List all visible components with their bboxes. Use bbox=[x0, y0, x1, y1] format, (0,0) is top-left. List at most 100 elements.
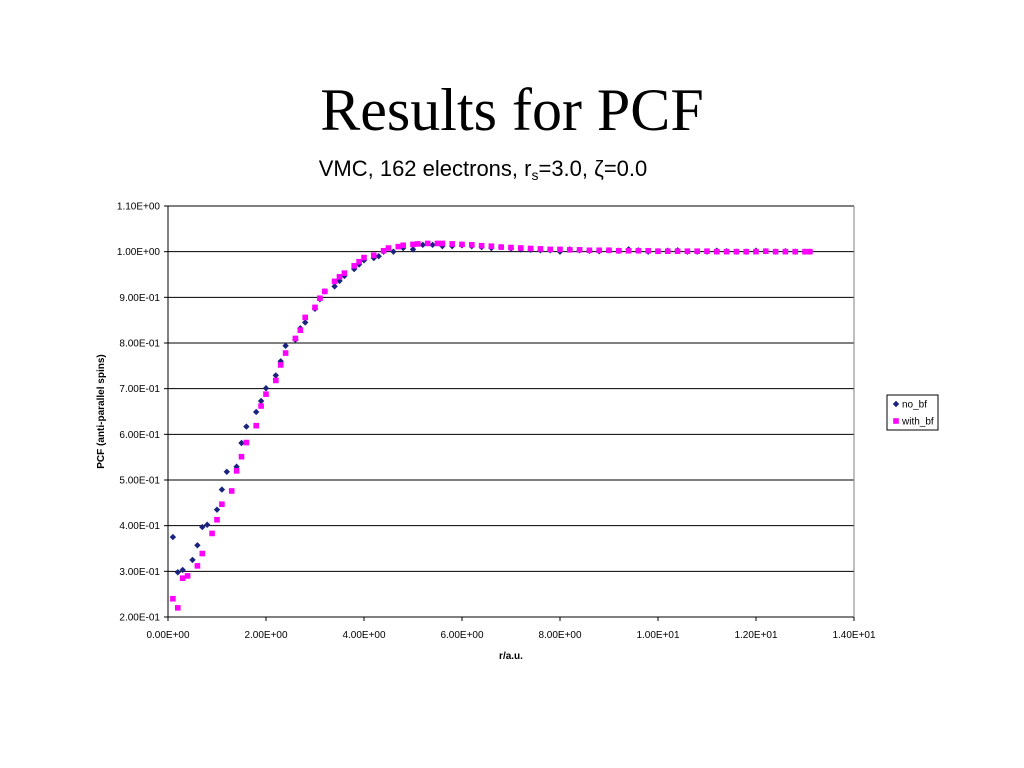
point-no-bf-9 bbox=[223, 468, 230, 475]
point-no-bf-1 bbox=[174, 569, 181, 576]
point-with-bf-58 bbox=[616, 247, 622, 254]
point-no-bf-38 bbox=[429, 241, 436, 249]
y-tick-label-3: 5.00E-01 bbox=[119, 476, 160, 487]
point-no-bf-34 bbox=[390, 248, 397, 255]
point-with-bf-30 bbox=[361, 254, 367, 261]
point-with-bf-33 bbox=[385, 245, 392, 251]
data-series bbox=[169, 240, 814, 611]
point-with-bf-24 bbox=[322, 288, 328, 295]
legend-marker-no-bf bbox=[892, 400, 900, 408]
point-with-bf-51 bbox=[547, 246, 553, 253]
x-tick-labels: 0.00E+00 2.00E+00 4.00E+00 6.00E+00 8.00E+00… bbox=[146, 617, 876, 641]
point-with-bf-39 bbox=[434, 240, 441, 247]
point-with-bf-26 bbox=[336, 273, 343, 280]
legend-marker-with-bf bbox=[893, 418, 899, 424]
point-no-bf-13 bbox=[253, 408, 260, 416]
x-tick-label-3: 6.00E+00 bbox=[440, 630, 484, 641]
point-with-bf-31 bbox=[371, 252, 377, 259]
point-with-bf-73 bbox=[763, 248, 769, 255]
point-with-bf-27 bbox=[341, 270, 348, 276]
point-with-bf-40 bbox=[439, 240, 446, 247]
point-with-bf-4 bbox=[194, 563, 201, 569]
point-with-bf-60 bbox=[635, 247, 642, 254]
point-no-bf-12 bbox=[243, 423, 250, 430]
point-with-bf-8 bbox=[219, 501, 225, 508]
y-tick-label-5: 7.00E-01 bbox=[119, 384, 160, 395]
point-with-bf-52 bbox=[557, 246, 563, 253]
point-with-bf-76 bbox=[792, 248, 798, 255]
point-with-bf-23 bbox=[317, 295, 323, 302]
y-tick-label-8: 1.00E+00 bbox=[117, 247, 161, 258]
point-with-bf-67 bbox=[704, 248, 710, 255]
point-with-bf-18 bbox=[282, 350, 289, 356]
point-with-bf-11 bbox=[238, 453, 245, 460]
point-no-bf-21 bbox=[302, 319, 309, 326]
point-with-bf-41 bbox=[449, 241, 455, 247]
point-no-bf-18 bbox=[282, 342, 289, 349]
point-with-bf-61 bbox=[645, 247, 651, 254]
point-with-bf-7 bbox=[214, 516, 220, 523]
point-with-bf-12 bbox=[243, 439, 250, 446]
point-no-bf-4 bbox=[194, 542, 201, 549]
y-axis-title: PCF (anti-parallel spins) bbox=[96, 354, 107, 468]
point-no-bf-5 bbox=[199, 523, 206, 531]
point-with-bf-56 bbox=[596, 247, 602, 254]
y-tick-labels: 2.00E-01 3.00E-01 4.00E-01 5.00E-01 6.00E-01… bbox=[117, 202, 168, 624]
point-with-bf-36 bbox=[410, 241, 416, 248]
point-with-bf-62 bbox=[655, 248, 661, 255]
point-no-bf-7 bbox=[213, 506, 221, 513]
point-no-bf-2 bbox=[179, 566, 186, 574]
grid-lines bbox=[168, 205, 854, 572]
y-tick-label-2: 4.00E-01 bbox=[119, 521, 160, 532]
point-with-bf-35 bbox=[400, 242, 406, 249]
point-no-bf-25 bbox=[331, 283, 338, 290]
point-with-bf-48 bbox=[518, 245, 524, 251]
point-with-bf-45 bbox=[488, 243, 495, 249]
legend-box bbox=[886, 394, 939, 431]
point-with-bf-22 bbox=[312, 304, 318, 311]
legend-marker-shape-1 bbox=[893, 418, 899, 424]
point-with-bf-59 bbox=[625, 247, 632, 254]
point-no-bf-32 bbox=[375, 253, 382, 260]
legend-label-no-bf: no_bf bbox=[902, 400, 927, 411]
point-no-bf-16 bbox=[272, 372, 279, 379]
point-with-bf-17 bbox=[277, 362, 284, 368]
point-with-bf-66 bbox=[694, 248, 700, 255]
point-with-bf-55 bbox=[586, 247, 593, 254]
y-tick-label-4: 6.00E-01 bbox=[119, 430, 160, 441]
point-with-bf-34 bbox=[395, 243, 402, 250]
point-no-bf-11 bbox=[238, 439, 245, 447]
chart-title-subscript: s bbox=[531, 167, 539, 183]
point-with-bf-42 bbox=[459, 241, 465, 248]
point-with-bf-65 bbox=[684, 248, 691, 255]
y-tick-label-7: 9.00E-01 bbox=[119, 293, 160, 304]
point-with-bf-53 bbox=[567, 247, 573, 253]
point-with-bf-54 bbox=[576, 247, 583, 253]
point-no-bf-14 bbox=[257, 397, 265, 405]
point-no-bf-0 bbox=[169, 533, 177, 541]
chart-title: VMC, 162 electrons, rs=3.0, ζ=0.0 bbox=[0, 156, 966, 183]
x-tick-label-4: 8.00E+00 bbox=[538, 630, 582, 641]
point-no-bf-3 bbox=[189, 556, 196, 564]
point-with-bf-1 bbox=[175, 605, 181, 611]
point-with-bf-37 bbox=[415, 241, 421, 247]
point-with-bf-2 bbox=[179, 575, 186, 581]
point-with-bf-3 bbox=[184, 573, 191, 579]
axes bbox=[167, 206, 855, 618]
x-tick-label-6: 1.20E+01 bbox=[734, 630, 778, 641]
slide-title: Results for PCF bbox=[320, 77, 704, 143]
x-tick-label-7: 1.40E+01 bbox=[832, 630, 876, 641]
series-with-bf bbox=[170, 240, 813, 611]
point-with-bf-29 bbox=[356, 258, 362, 265]
point-with-bf-43 bbox=[469, 242, 475, 248]
point-with-bf-46 bbox=[498, 244, 504, 250]
point-with-bf-13 bbox=[253, 422, 259, 429]
legend: no_bf with_bf bbox=[886, 394, 939, 431]
point-with-bf-20 bbox=[297, 327, 304, 334]
chart-title-suffix: =3.0, ζ=0.0 bbox=[538, 156, 648, 181]
point-with-bf-74 bbox=[772, 248, 779, 255]
point-with-bf-6 bbox=[209, 530, 215, 537]
x-tick-label-5: 1.00E+01 bbox=[636, 630, 680, 641]
point-with-bf-78 bbox=[807, 248, 813, 255]
